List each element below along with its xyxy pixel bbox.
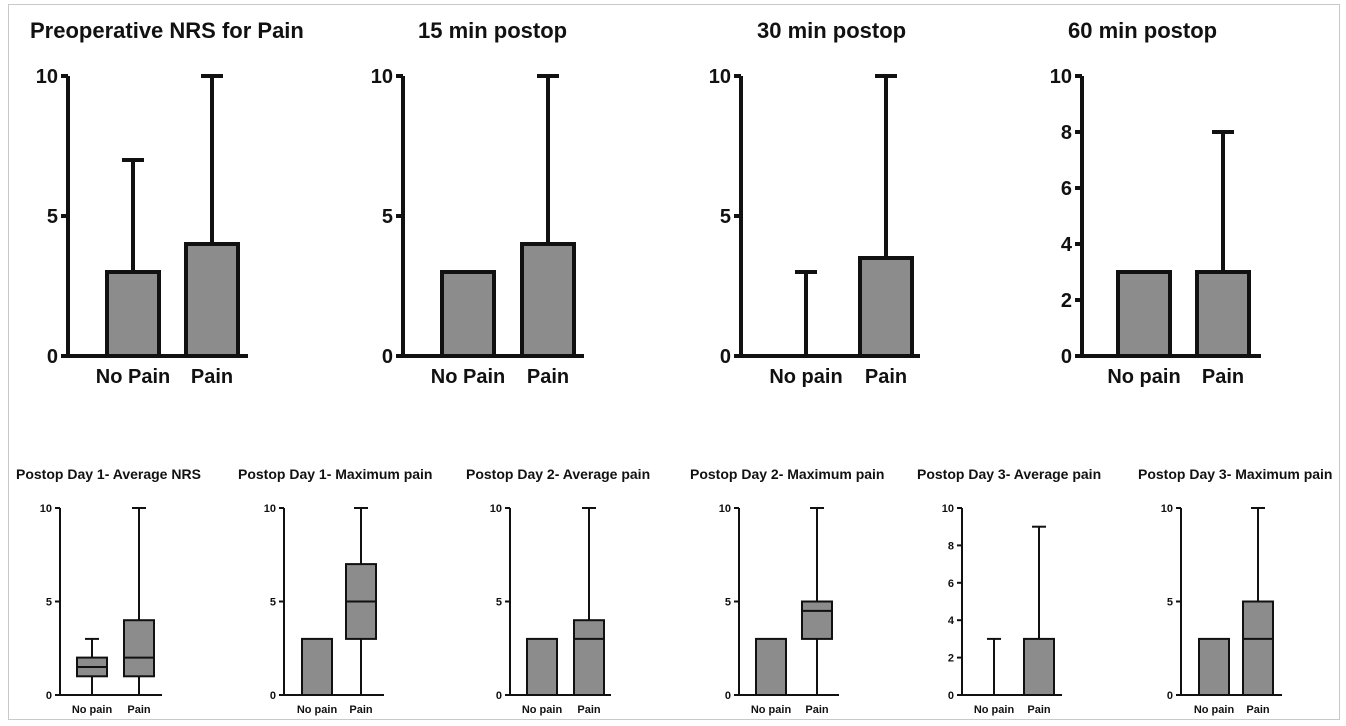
y-tick-label: 10	[942, 503, 954, 515]
x-category-label: No pain	[522, 704, 563, 716]
box-rect	[801, 600, 833, 640]
y-tick-label: 5	[720, 206, 731, 228]
x-category-label: Pain	[127, 704, 151, 716]
chart-title: 15 min postop	[418, 18, 567, 43]
y-tick-label: 5	[1167, 596, 1173, 608]
chart-title: 30 min postop	[757, 18, 906, 43]
box-rect	[858, 256, 914, 358]
chart-panel-7: Postop Day 2- Average pain 0 5 10 No pain Pai…	[466, 466, 650, 716]
x-category-label: No pain	[72, 704, 113, 716]
y-tick-label: 5	[382, 206, 393, 228]
chart-panel-10: Postop Day 3- Maximum pain 0 5 10 No pain Pai…	[1138, 466, 1332, 716]
y-tick-label: 10	[1161, 503, 1173, 515]
box-rect	[301, 637, 333, 697]
x-category-label: Pain	[1027, 704, 1051, 716]
chart-panel-9: Postop Day 3- Average pain 0 2 4 6 8 10 No pain…	[917, 466, 1101, 716]
box-rect	[123, 619, 155, 678]
box-rect	[1242, 600, 1274, 696]
box-rect	[1198, 637, 1230, 697]
box-rect	[755, 637, 787, 697]
y-tick-label: 5	[496, 596, 502, 608]
box-rect	[1023, 637, 1055, 697]
x-category-label: No pain	[974, 704, 1015, 716]
y-tick-label: 10	[36, 66, 58, 88]
x-category-label: Pain	[349, 704, 373, 716]
y-tick-label: 0	[382, 346, 393, 368]
y-tick-label: 5	[46, 596, 52, 608]
y-tick-label: 10	[264, 503, 276, 515]
x-category-label: No Pain	[96, 366, 170, 388]
y-tick-label: 0	[1167, 690, 1173, 702]
y-tick-label: 10	[490, 503, 502, 515]
y-tick-label: 4	[1061, 234, 1073, 256]
chart-title: Postop Day 2- Maximum pain	[690, 466, 884, 482]
y-tick-label: 2	[1061, 290, 1072, 312]
chart-panel-8: Postop Day 2- Maximum pain 0 5 10 No pain Pai…	[690, 466, 884, 716]
y-tick-label: 10	[371, 66, 393, 88]
chart-title: Postop Day 1- Average NRS	[16, 466, 201, 482]
x-category-label: Pain	[865, 366, 907, 388]
y-tick-label: 5	[270, 596, 276, 608]
x-category-label: Pain	[1246, 704, 1270, 716]
y-tick-label: 5	[725, 596, 731, 608]
x-category-label: No Pain	[431, 366, 505, 388]
chart-panel-4: 60 min postop 0 2 4 6 8 10 No pain Pain	[1050, 18, 1261, 388]
box-rect	[440, 270, 496, 358]
box-rect	[1116, 270, 1172, 358]
x-category-label: No pain	[769, 366, 842, 388]
chart-title: Postop Day 3- Maximum pain	[1138, 466, 1332, 482]
chart-title: Preoperative NRS for Pain	[30, 18, 304, 43]
x-category-label: Pain	[805, 704, 829, 716]
figure-frame	[8, 4, 1340, 720]
box-rect	[184, 242, 240, 358]
y-tick-label: 0	[725, 690, 731, 702]
y-tick-label: 0	[46, 690, 52, 702]
y-tick-label: 0	[948, 690, 954, 702]
y-tick-label: 4	[948, 615, 955, 627]
y-tick-label: 5	[47, 206, 58, 228]
chart-title: 60 min postop	[1068, 18, 1217, 43]
y-tick-label: 0	[496, 690, 502, 702]
y-tick-label: 6	[1061, 178, 1072, 200]
chart-panel-5: Postop Day 1- Average NRS 0 5 10 No pain Pain	[16, 466, 201, 716]
chart-title: Postop Day 1- Maximum pain	[238, 466, 432, 482]
box-rect	[1195, 270, 1251, 358]
x-category-label: Pain	[577, 704, 601, 716]
y-tick-label: 6	[948, 578, 954, 590]
y-tick-label: 2	[948, 653, 954, 665]
y-tick-label: 0	[720, 346, 731, 368]
x-category-label: Pain	[191, 366, 233, 388]
y-tick-label: 0	[270, 690, 276, 702]
chart-panel-2: 15 min postop 0 5 10 No Pain Pain	[371, 18, 584, 388]
x-category-label: Pain	[527, 366, 569, 388]
y-tick-label: 8	[948, 540, 954, 552]
box-rect	[526, 637, 558, 697]
box-rect	[520, 242, 576, 358]
box-rect	[573, 619, 605, 697]
y-tick-label: 10	[719, 503, 731, 515]
y-tick-label: 0	[1061, 346, 1072, 368]
y-tick-label: 10	[40, 503, 52, 515]
chart-panel-3: 30 min postop 0 5 10 No pain Pain	[709, 18, 920, 388]
x-category-label: No pain	[297, 704, 338, 716]
y-tick-label: 10	[709, 66, 731, 88]
y-tick-label: 10	[1050, 66, 1072, 88]
chart-panel-1: Preoperative NRS for Pain 0 5 10 No Pain Pain	[30, 18, 304, 388]
y-tick-label: 8	[1061, 122, 1072, 144]
box-rect	[105, 270, 161, 358]
y-tick-label: 0	[47, 346, 58, 368]
chart-panel-6: Postop Day 1- Maximum pain 0 5 10 No pain Pai…	[238, 466, 432, 716]
chart-title: Postop Day 3- Average pain	[917, 466, 1101, 482]
chart-title: Postop Day 2- Average pain	[466, 466, 650, 482]
x-category-label: No pain	[751, 704, 792, 716]
x-category-label: No pain	[1107, 366, 1180, 388]
x-category-label: Pain	[1202, 366, 1244, 388]
x-category-label: No pain	[1194, 704, 1235, 716]
